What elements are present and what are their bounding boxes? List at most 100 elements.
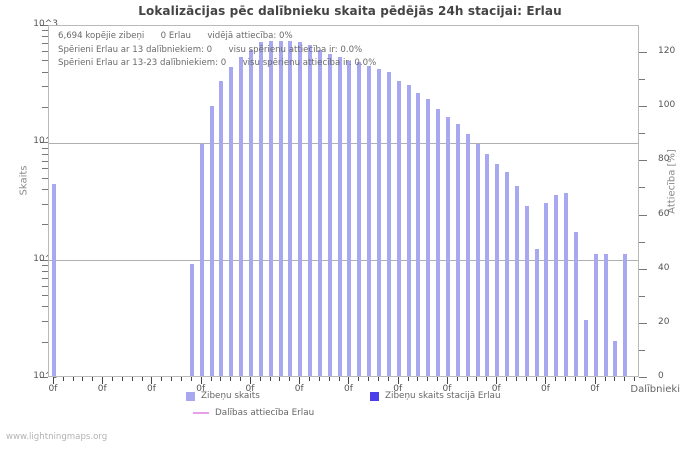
- legend-swatch-zibenu-skaits-stacija: [370, 391, 379, 401]
- bar: [416, 92, 421, 376]
- gridline-10e2: [49, 143, 638, 144]
- x-axis-minor-tick: [358, 377, 360, 381]
- chart-title: Lokalizācijas pēc dalībnieku skaita pēdē…: [138, 4, 562, 18]
- annotation-block: 6,694 kopējie zibeņi 0 Erlau vidējā atti…: [58, 30, 578, 71]
- y-axis-left-minor-tick: [42, 30, 48, 32]
- y-axis-left-minor-tick: [42, 265, 48, 267]
- x-axis-minor-tick: [604, 377, 606, 381]
- legend-label-zibenu-skaits: Zibeņu skaits: [201, 391, 260, 401]
- x-axis-tick-label: 0f: [48, 384, 58, 394]
- y-axis-right-minor-tick: [639, 241, 645, 243]
- x-axis-minor-tick: [614, 377, 616, 381]
- x-axis-minor-tick: [417, 377, 419, 381]
- legend-item-zibenu-skaits-stacija[interactable]: Zibeņu skaits stacijā Erlau: [370, 391, 501, 401]
- x-axis-minor-tick: [328, 377, 330, 381]
- legend-row-2: Dalības attiecība Erlau: [0, 408, 700, 424]
- bar: [534, 249, 539, 376]
- legend-item-dalibas-attieciba[interactable]: Dalības attiecība Erlau: [193, 408, 314, 418]
- x-axis-minor-tick: [289, 377, 291, 381]
- y-axis-right-minor-tick: [639, 79, 645, 81]
- bar: [505, 171, 510, 376]
- y-axis-right-tick-label: 60: [658, 208, 670, 219]
- x-axis-tick-label: 0f: [245, 384, 255, 394]
- annotation-line-total: 6,694 kopējie zibeņi 0 Erlau vidējā atti…: [58, 31, 293, 41]
- bar: [347, 61, 352, 376]
- y-axis-right-tick: [639, 160, 647, 162]
- bar: [564, 193, 569, 376]
- x-axis-minor-tick: [309, 377, 311, 381]
- bar: [623, 253, 628, 376]
- x-axis-minor-tick: [565, 377, 567, 381]
- x-axis-minor-tick: [220, 377, 222, 381]
- y-axis-right-tick: [639, 377, 647, 378]
- bar: [386, 71, 391, 376]
- bar: [268, 40, 273, 376]
- y-axis-left-minor-tick: [42, 107, 48, 108]
- x-axis-minor-tick: [368, 377, 370, 381]
- bar: [308, 45, 313, 376]
- bar: [475, 143, 480, 376]
- y-axis-right-tick-label: 20: [658, 316, 670, 327]
- y-axis-left-minor-tick: [42, 189, 48, 191]
- bar: [485, 154, 490, 376]
- legend-line-dalibas-attieciba: [193, 412, 209, 414]
- x-axis-minor-tick: [476, 377, 478, 381]
- x-axis-tick-label: 0f: [146, 384, 156, 394]
- x-axis-minor-tick: [634, 377, 636, 381]
- legend-item-zibenu-skaits[interactable]: Zibeņu skaits: [186, 391, 260, 401]
- x-axis-minor-tick: [259, 377, 261, 381]
- y-axis-left-minor-tick: [42, 147, 48, 149]
- x-axis-major-tick: [545, 377, 547, 384]
- x-axis-minor-tick: [92, 377, 94, 381]
- x-axis-tick-label: 0f: [97, 384, 107, 394]
- bar: [327, 53, 332, 376]
- legend-label-dalibas-attieciba: Dalības attiecība Erlau: [215, 408, 315, 418]
- bar: [544, 202, 549, 376]
- bar: [248, 50, 253, 376]
- y-axis-left-minor-tick: [42, 341, 48, 343]
- bar-series: [49, 26, 638, 376]
- x-axis-minor-tick: [180, 377, 182, 381]
- bar: [554, 194, 559, 376]
- x-axis-minor-tick: [515, 377, 517, 381]
- bar: [613, 340, 618, 376]
- bar: [396, 80, 401, 376]
- x-axis-title: Dalībnieki: [630, 384, 680, 395]
- x-axis-major-tick: [102, 377, 104, 384]
- x-axis-major-tick: [299, 377, 301, 384]
- legend-label-zibenu-skaits-stacija: Zibeņu skaits stacijā Erlau: [385, 391, 501, 401]
- y-axis-right-tick: [639, 268, 647, 270]
- x-axis-minor-tick: [240, 377, 242, 381]
- y-axis-left-tick: [40, 259, 48, 261]
- x-axis-tick-label: 0f: [196, 384, 206, 394]
- x-axis-minor-tick: [121, 377, 123, 381]
- y-axis-left-minor-tick: [42, 168, 48, 170]
- y-axis-left-tick-label: 10^2: [33, 136, 58, 147]
- x-axis-major-tick: [594, 377, 596, 384]
- y-axis-right-minor-tick: [639, 187, 645, 189]
- y-axis-left-minor-tick: [42, 277, 48, 279]
- bar: [524, 206, 529, 376]
- y-axis-right-minor-tick: [639, 295, 645, 297]
- x-axis-minor-tick: [190, 377, 192, 381]
- y-axis-left-minor-tick: [42, 43, 48, 45]
- x-axis-minor-tick: [318, 377, 320, 381]
- x-axis-major-tick: [200, 377, 202, 384]
- gridline-10e1: [49, 260, 638, 261]
- bar: [258, 42, 263, 376]
- bar: [337, 57, 342, 376]
- y-axis-left-minor-tick: [42, 71, 48, 73]
- x-axis-minor-tick: [407, 377, 409, 381]
- x-axis-major-tick: [348, 377, 350, 384]
- y-axis-left-minor-tick: [42, 51, 48, 53]
- y-axis-left-minor-tick: [42, 271, 48, 273]
- bar: [357, 62, 362, 376]
- x-axis-tick-label: 0f: [442, 384, 452, 394]
- x-axis-minor-tick: [486, 377, 488, 381]
- bar: [583, 320, 588, 376]
- y-axis-left-tick: [40, 377, 48, 378]
- bar: [199, 143, 204, 376]
- plot-area: [48, 25, 639, 377]
- y-axis-left-minor-tick: [42, 306, 48, 308]
- x-axis-minor-tick: [171, 377, 173, 381]
